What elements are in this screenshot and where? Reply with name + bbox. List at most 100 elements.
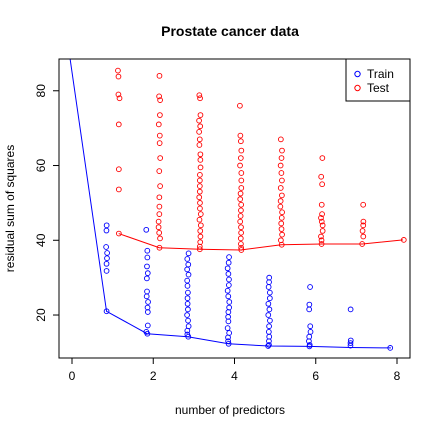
data-point-test	[279, 209, 285, 216]
data-point-train	[225, 293, 232, 300]
data-point-test	[318, 237, 325, 244]
data-point-train	[224, 265, 231, 272]
data-point-train	[224, 325, 231, 331]
data-point-train	[144, 254, 151, 261]
legend: Train Test	[345, 58, 411, 102]
legend-marker-test	[354, 84, 361, 92]
data-point-train	[144, 322, 151, 329]
data-point-train	[185, 271, 192, 278]
data-point-train	[347, 340, 354, 346]
data-point-train	[144, 275, 150, 282]
data-point-test	[156, 72, 163, 79]
data-point-train	[266, 328, 272, 335]
data-point-test	[196, 117, 202, 124]
data-point-test	[319, 181, 325, 188]
data-point-test	[238, 229, 244, 236]
data-point-train	[306, 343, 313, 350]
data-point-train	[266, 342, 272, 348]
x-tick-label: 2	[150, 369, 157, 383]
data-point-test	[157, 112, 163, 118]
data-point-test	[197, 112, 204, 118]
data-point-train	[226, 330, 233, 336]
data-point-train	[185, 317, 191, 324]
data-point-train	[144, 263, 150, 270]
data-point-test	[156, 168, 163, 174]
data-point-test	[319, 222, 326, 229]
y-tick-label: 20	[34, 308, 48, 322]
data-point-test	[197, 172, 203, 178]
data-point-test	[157, 97, 163, 103]
data-point-test	[155, 218, 162, 225]
data-point-test	[238, 207, 244, 214]
axes: 0 2 4 6 8 20 40 60 80	[34, 84, 401, 383]
data-point-train	[185, 250, 192, 257]
data-point-test	[197, 177, 203, 184]
y-axis-label: residual sum of squares	[3, 145, 17, 272]
data-point-train	[144, 247, 151, 254]
data-point-train	[185, 333, 192, 340]
data-point-train	[184, 283, 191, 289]
data-point-train	[225, 334, 231, 341]
data-point-test	[156, 140, 163, 146]
data-point-test	[196, 136, 203, 143]
data-point-train	[307, 328, 314, 335]
data-point-train	[145, 299, 151, 305]
data-point-test	[115, 166, 122, 173]
data-point-test	[196, 246, 203, 253]
data-point-test	[197, 211, 204, 217]
data-point-test	[238, 244, 244, 251]
data-point-test	[115, 67, 121, 74]
data-point-train	[184, 327, 191, 334]
data-point-train	[104, 255, 110, 262]
data-point-train	[265, 343, 271, 349]
data-point-train	[225, 318, 232, 325]
x-tick-label: 0	[69, 369, 76, 383]
legend-box	[345, 58, 411, 102]
plot-frame	[58, 58, 411, 359]
data-point-test	[278, 214, 285, 221]
data-point-test	[197, 228, 204, 234]
data-point-test	[278, 226, 285, 232]
data-point-train	[224, 287, 231, 294]
data-point-test	[197, 164, 204, 171]
data-point-test	[237, 213, 244, 219]
data-point-test	[360, 233, 367, 240]
data-point-test	[157, 235, 163, 242]
data-point-train	[103, 244, 109, 250]
data-point-train	[144, 288, 150, 295]
data-point-train	[184, 266, 191, 273]
data-point-test	[277, 162, 284, 169]
data-point-train	[184, 256, 191, 262]
data-point-train	[184, 300, 191, 307]
series-points	[64, 27, 407, 351]
data-point-test	[115, 186, 122, 193]
data-point-test	[279, 231, 285, 238]
data-point-test	[116, 95, 123, 102]
data-point-train	[104, 250, 110, 256]
data-point-test	[238, 224, 244, 231]
data-point-test	[155, 224, 162, 231]
data-point-test	[279, 147, 285, 154]
data-point-train	[306, 301, 313, 308]
data-point-test	[238, 147, 245, 154]
data-point-test	[278, 237, 284, 244]
data-point-train	[265, 312, 272, 318]
data-point-test	[115, 121, 122, 128]
data-point-test	[156, 132, 163, 139]
data-point-test	[196, 188, 203, 195]
data-point-test	[278, 220, 285, 227]
data-point-test	[279, 177, 285, 184]
data-point-test	[156, 244, 163, 251]
data-point-test	[156, 203, 163, 210]
data-point-test	[116, 230, 122, 237]
x-tick-label: 8	[394, 369, 401, 383]
data-point-test	[278, 136, 284, 143]
data-point-test	[197, 123, 204, 130]
data-point-train	[144, 309, 151, 315]
data-point-test	[197, 233, 204, 240]
data-point-test	[279, 192, 285, 199]
data-point-test	[318, 201, 325, 208]
data-point-test	[360, 218, 367, 225]
data-point-train	[64, 27, 69, 32]
